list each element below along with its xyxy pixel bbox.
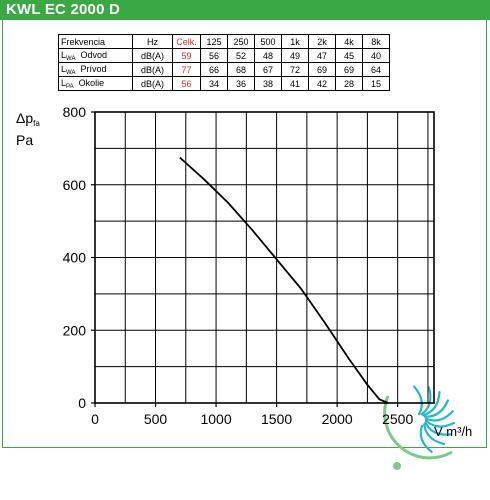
page-title: KWL EC 2000 D <box>6 1 121 18</box>
title-bar: KWL EC 2000 D <box>0 0 490 20</box>
y-tick-label: 800 <box>63 104 87 120</box>
spec-row-name: Okolie <box>78 77 105 88</box>
spec-row-subscript: WA <box>66 55 76 62</box>
spec-row-subscript: PA <box>66 83 74 90</box>
spec-band-value: 34 <box>200 76 228 91</box>
x-tick-label: 1500 <box>261 411 292 427</box>
logo-blade <box>423 399 449 418</box>
spec-row-symbol: L <box>61 77 67 88</box>
spec-band-value: 15 <box>362 76 390 91</box>
spec-unit: dB(A) <box>132 76 173 91</box>
content-frame <box>2 20 487 448</box>
y-axis-label-symbol: Δp <box>16 110 34 126</box>
noise-spec-table: Frekvencia Hz Celk. 125 250 500 1k 2k 4k 8k LWA Od… <box>58 34 390 91</box>
x-tick-label: 500 <box>144 411 168 427</box>
spec-row: LPA Okolie dB(A) 56 34 36 38 41 42 28 15 <box>58 76 390 91</box>
spec-row: LWA Odvod dB(A) 59 56 52 48 49 47 45 40 <box>58 48 390 63</box>
y-axis-label-unit: Pa <box>16 132 34 148</box>
logo-arc <box>383 395 453 460</box>
chart-tick-labels: 0 500 1000 1500 2000 2500 0 200 400 600 800 <box>63 104 414 427</box>
x-tick-label: 1000 <box>200 411 231 427</box>
spec-row-label: LPA Okolie <box>58 76 133 91</box>
y-tick-label: 400 <box>63 250 87 266</box>
logo-blade <box>422 391 441 417</box>
spec-header-cell: 8k <box>362 34 390 49</box>
brand-logo <box>383 385 455 470</box>
spec-row-name: Odvod <box>80 49 108 60</box>
logo-blade <box>423 423 446 446</box>
logo-blade <box>424 421 452 436</box>
y-tick-label: 0 <box>78 395 86 411</box>
x-axis-label: V m³/h <box>434 424 473 439</box>
spec-row-subscript: WA <box>66 69 76 76</box>
spec-band-value: 42 <box>308 76 336 91</box>
y-axis-label-subscript: fa <box>33 119 40 128</box>
chart-series <box>179 156 389 404</box>
spec-row-name: Prívod <box>80 63 107 74</box>
logo-blade <box>424 419 455 428</box>
chart-grid <box>91 111 435 407</box>
logo-blade <box>420 386 432 416</box>
y-tick-label: 600 <box>63 177 87 193</box>
logo-blade <box>413 385 423 416</box>
logo-blade <box>424 410 454 422</box>
spec-row-symbol: L <box>61 63 67 74</box>
spec-row-label: LWA Odvod <box>58 48 133 63</box>
spec-row-symbol: L <box>61 49 67 60</box>
y-axis-label: Δpfa Pa <box>16 110 40 149</box>
x-tick-label: 2500 <box>382 411 413 427</box>
logo-dot <box>393 462 401 470</box>
spec-band-value: 28 <box>335 76 363 91</box>
series-line <box>179 156 389 404</box>
x-tick-label: 0 <box>91 411 99 427</box>
y-tick-label: 200 <box>63 322 87 338</box>
x-tick-label: 2000 <box>322 411 353 427</box>
logo-blade <box>419 424 433 453</box>
